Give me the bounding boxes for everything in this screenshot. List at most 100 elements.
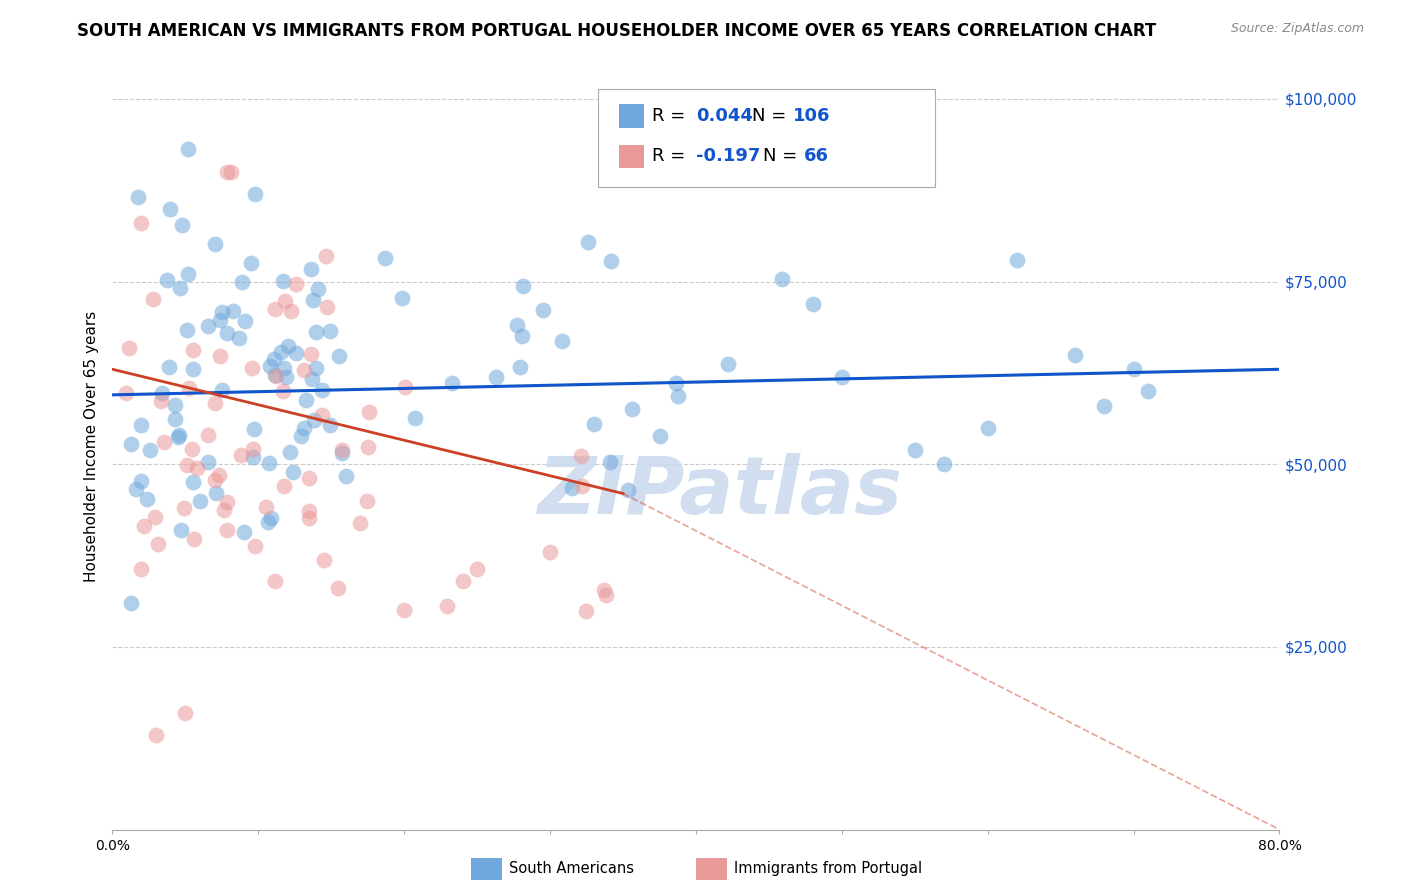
Point (436, 599, 458, 613)
Point (256, 515, 278, 529)
Point (115, 386, 138, 401)
Point (197, 428, 219, 442)
Point (166, 430, 188, 444)
Point (301, 371, 323, 385)
Point (129, 562, 152, 576)
Point (404, 411, 426, 425)
Point (485, 370, 508, 384)
Point (163, 398, 186, 412)
Point (571, 479, 593, 493)
Point (509, 359, 531, 374)
Point (129, 417, 152, 432)
Point (561, 481, 583, 495)
Point (274, 293, 297, 308)
Text: South Americans: South Americans (509, 862, 634, 876)
Point (257, 456, 280, 470)
Point (717, 357, 740, 371)
Point (273, 360, 295, 375)
Point (207, 468, 229, 483)
Point (117, 341, 139, 355)
Point (190, 493, 212, 508)
Point (242, 442, 264, 456)
Point (204, 396, 226, 410)
Point (271, 274, 294, 288)
Text: 66: 66 (804, 147, 830, 165)
Point (242, 450, 264, 464)
Point (299, 262, 322, 277)
Point (176, 267, 198, 281)
Point (183, 532, 205, 546)
Point (302, 413, 325, 427)
Point (159, 202, 181, 216)
Point (451, 574, 474, 589)
Point (531, 302, 554, 317)
Point (506, 318, 529, 332)
Point (273, 384, 295, 398)
Point (254, 500, 277, 515)
Point (328, 349, 350, 363)
Point (770, 272, 793, 286)
Y-axis label: Householder Income Over 65 years: Householder Income Over 65 years (84, 310, 100, 582)
Point (170, 218, 193, 232)
Point (299, 347, 322, 361)
Point (551, 334, 574, 348)
Point (208, 350, 231, 364)
Point (169, 281, 191, 295)
Point (510, 329, 533, 343)
Point (314, 553, 336, 567)
Point (176, 458, 198, 472)
Point (302, 293, 325, 307)
Point (215, 494, 238, 508)
Point (208, 313, 231, 327)
Point (276, 370, 298, 384)
Point (186, 461, 208, 475)
Point (222, 304, 245, 318)
Point (1122, 362, 1144, 376)
Point (197, 318, 219, 333)
Point (215, 165, 238, 179)
Point (332, 446, 354, 460)
Point (575, 604, 598, 618)
Point (204, 236, 226, 251)
Point (232, 524, 254, 539)
Point (211, 304, 233, 318)
Point (173, 501, 195, 516)
Point (181, 475, 204, 490)
Point (120, 596, 142, 610)
Point (167, 428, 190, 442)
Point (311, 384, 333, 398)
Point (260, 510, 283, 524)
Point (264, 574, 287, 588)
Text: SOUTH AMERICAN VS IMMIGRANTS FROM PORTUGAL HOUSEHOLDER INCOME OVER 65 YEARS CORR: SOUTH AMERICAN VS IMMIGRANTS FROM PORTUG… (77, 22, 1157, 40)
Text: N =: N = (752, 107, 792, 125)
Point (831, 369, 853, 384)
Point (181, 343, 204, 357)
Point (307, 282, 329, 296)
Point (319, 417, 342, 432)
Point (153, 435, 176, 450)
Point (1064, 348, 1087, 362)
Point (620, 401, 643, 416)
Point (205, 486, 228, 500)
Point (131, 215, 153, 229)
Point (281, 465, 304, 479)
Point (280, 303, 302, 318)
Point (176, 322, 198, 336)
Point (245, 186, 267, 201)
Point (600, 253, 623, 268)
Point (120, 436, 142, 450)
Point (217, 326, 239, 340)
Point (582, 417, 605, 431)
Point (330, 443, 353, 458)
Point (315, 249, 337, 263)
Point (278, 445, 301, 459)
Point (150, 386, 173, 401)
Point (315, 300, 337, 314)
Point (217, 523, 239, 537)
Point (569, 450, 592, 464)
Point (599, 455, 621, 469)
Point (231, 275, 253, 289)
Point (145, 728, 167, 742)
Point (1137, 384, 1160, 399)
Point (136, 492, 159, 507)
